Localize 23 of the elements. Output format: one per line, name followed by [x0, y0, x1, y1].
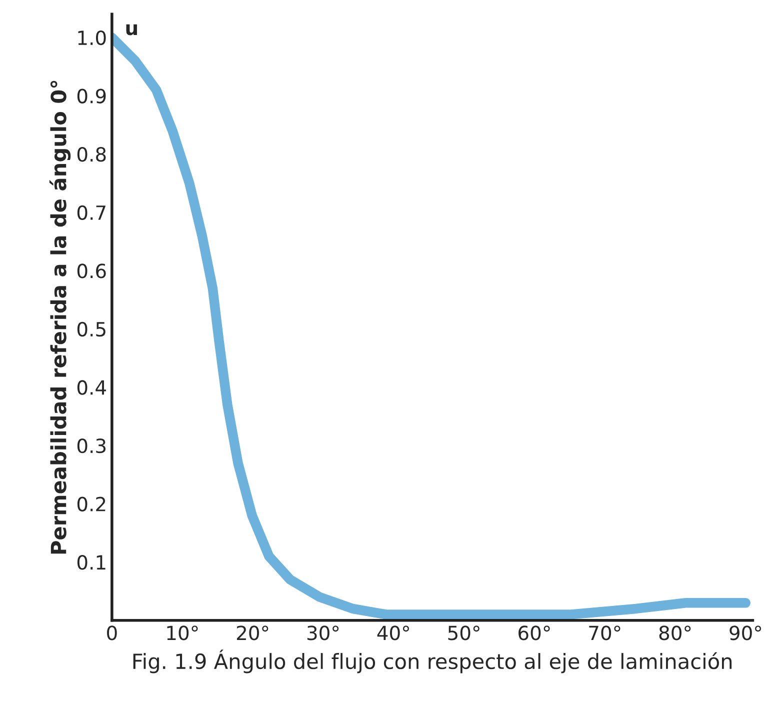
y-tick-label: 0.7: [77, 205, 106, 220]
x-tick-label: 80°: [659, 626, 691, 640]
y-tick-label: 0.8: [77, 147, 106, 162]
y-tick-label: 0.1: [77, 555, 106, 570]
x-tick-label: 70°: [589, 626, 620, 640]
x-tick-label: 40°: [377, 626, 409, 640]
y-tick-label: 0.4: [77, 380, 106, 395]
y-tick-label: 1.0: [78, 30, 106, 46]
x-tick-label: 90°: [730, 626, 762, 640]
y-tick-label: 0.2: [77, 496, 106, 512]
y-tick-label: 0.5: [77, 322, 106, 337]
y-tick-label: 0.3: [77, 438, 106, 454]
x-tick-label: 50°: [448, 626, 480, 640]
y-axis-title: Permeabilidad referida a la de ángulo 0°: [49, 80, 71, 554]
y-tick-label: 0.9: [77, 88, 106, 104]
x-tick-label: 20°: [236, 626, 268, 640]
x-tick-label: 60°: [518, 626, 550, 640]
x-tick-label: 10°: [167, 626, 198, 640]
y-tick-label: 0.6: [77, 264, 106, 278]
x-tick-label: 0: [107, 626, 117, 640]
annotation: u: [126, 24, 137, 36]
x-axis-title: Fig. 1.9 Ángulo del flujo con respecto al eje de laminación: [133, 650, 732, 674]
x-tick-label: 30°: [307, 626, 339, 640]
